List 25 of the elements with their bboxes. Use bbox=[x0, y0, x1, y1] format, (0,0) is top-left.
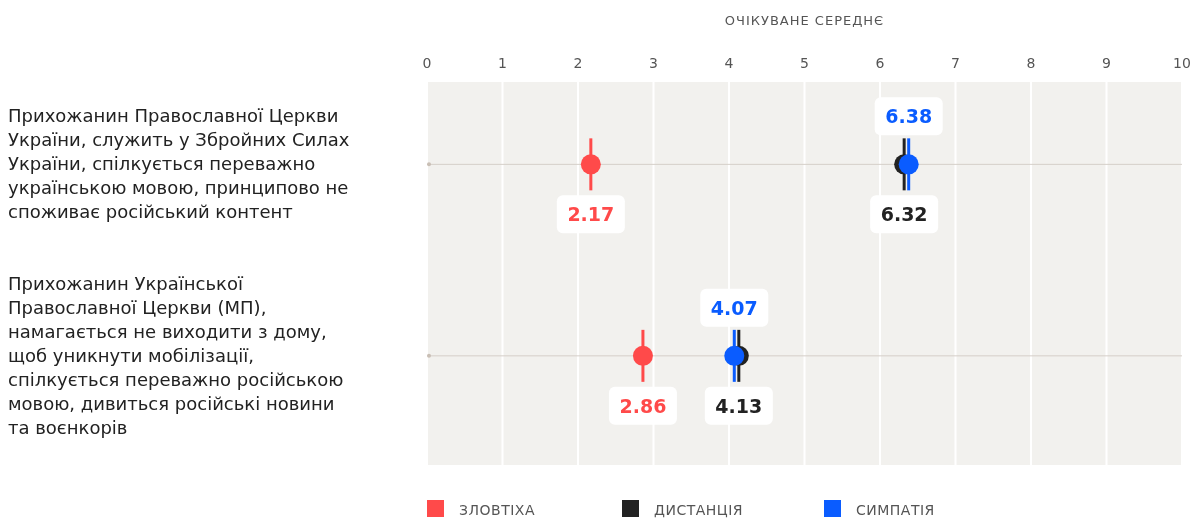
point bbox=[632, 345, 653, 366]
x-tick-label: 5 bbox=[800, 55, 809, 71]
legend-label: ДИСТАНЦІЯ bbox=[654, 502, 744, 518]
x-tick-label: 2 bbox=[573, 55, 583, 71]
data-label: 2.86 bbox=[619, 394, 667, 417]
data-label: 4.13 bbox=[715, 394, 763, 417]
x-tick-label: 0 bbox=[422, 55, 432, 71]
legend-label: СИМПАТІЯ bbox=[856, 502, 935, 518]
x-tick-label: 3 bbox=[649, 55, 658, 71]
x-tick-label: 7 bbox=[951, 55, 960, 71]
legend-label: ЗЛОВТІХА bbox=[459, 502, 535, 518]
x-tick-label: 1 bbox=[498, 55, 507, 71]
x-tick-label: 4 bbox=[724, 55, 734, 71]
data-label: 6.38 bbox=[885, 105, 933, 128]
x-tick-label: 8 bbox=[1026, 55, 1036, 71]
point bbox=[580, 154, 601, 175]
y-tick-label: Прихожанин Української Православної Церкви (МП), намагається не виходити з дому, щоб уникнути мобілізації, спілкується переважно російською мовою, дивиться російські новини та воєнкорів bbox=[8, 272, 344, 438]
x-tick-label: 10 bbox=[1173, 55, 1191, 71]
data-label: 2.17 bbox=[567, 203, 615, 226]
x-tick-label: 9 bbox=[1102, 55, 1111, 71]
x-axis-title: ОЧІКУВАНЕ СЕРЕДНЄ bbox=[724, 13, 885, 28]
y-tick-label: Прихожанин Православної Церкви України, служить у Збройних Силах України, спілкується переважно українською мовою, принципово не споживає російський контент bbox=[8, 105, 350, 223]
data-label: 4.07 bbox=[710, 296, 758, 319]
x-tick-label: 6 bbox=[875, 55, 885, 71]
data-label: 6.32 bbox=[880, 203, 928, 226]
